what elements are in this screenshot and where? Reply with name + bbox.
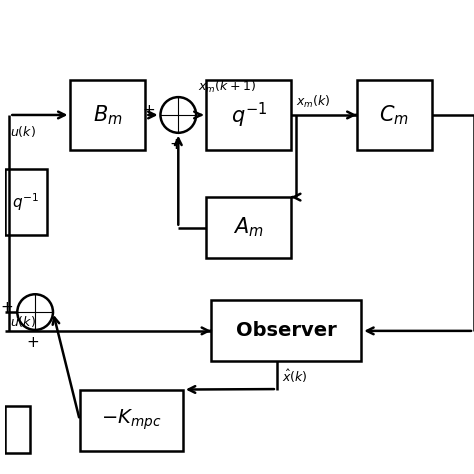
Text: $u(k)$: $u(k)$	[10, 124, 36, 139]
Text: +: +	[170, 137, 182, 153]
FancyBboxPatch shape	[356, 80, 432, 150]
FancyBboxPatch shape	[70, 80, 146, 150]
FancyBboxPatch shape	[207, 80, 291, 150]
Text: Observer: Observer	[236, 321, 337, 340]
Text: +: +	[27, 335, 39, 350]
Text: $A_m$: $A_m$	[233, 216, 264, 239]
FancyBboxPatch shape	[5, 406, 30, 453]
Text: $q^{-1}$: $q^{-1}$	[230, 100, 267, 129]
Text: $u(k)$: $u(k)$	[10, 313, 36, 328]
Text: $B_m$: $B_m$	[93, 103, 123, 127]
Text: $C_m$: $C_m$	[379, 103, 409, 127]
Text: +: +	[1, 300, 14, 315]
FancyBboxPatch shape	[207, 197, 291, 258]
Text: $q^{-1}$: $q^{-1}$	[12, 191, 39, 213]
FancyBboxPatch shape	[80, 390, 183, 451]
Text: $\hat{x}(k)$: $\hat{x}(k)$	[282, 368, 307, 385]
Circle shape	[18, 294, 53, 330]
Circle shape	[161, 97, 196, 133]
Text: $-K_{mpc}$: $-K_{mpc}$	[101, 408, 162, 432]
FancyBboxPatch shape	[5, 169, 47, 235]
Text: $x_m(k+1)$: $x_m(k+1)$	[199, 79, 256, 95]
FancyBboxPatch shape	[211, 301, 361, 361]
Text: +: +	[142, 103, 155, 118]
Text: $x_m(k)$: $x_m(k)$	[296, 94, 330, 110]
